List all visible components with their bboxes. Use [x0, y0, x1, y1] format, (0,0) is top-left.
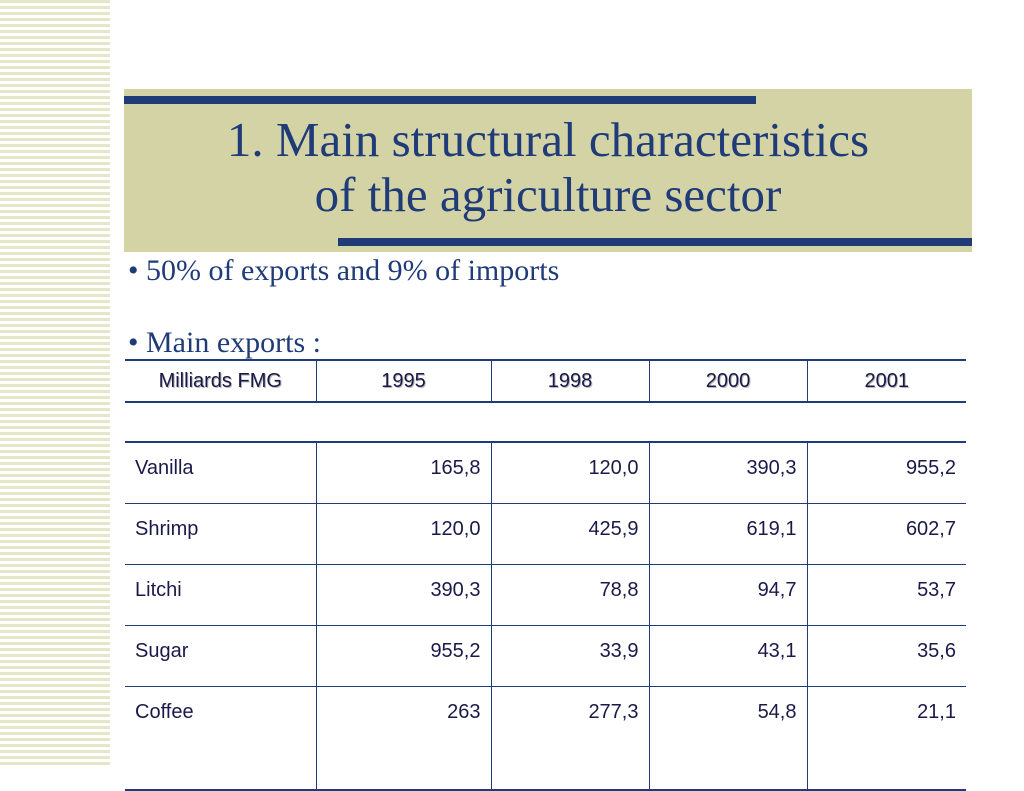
cell-2000: 43,1	[649, 625, 808, 687]
title-line-1: 1. Main structural characteristics	[226, 112, 870, 167]
table-row: Sugar 955,2 33,9 43,1 35,6	[125, 625, 966, 687]
cell-1995: 120,0	[316, 503, 492, 565]
cell-1998: 120,0	[491, 441, 650, 504]
column-header-2000: 2000	[649, 359, 808, 403]
row-label: Sugar	[125, 625, 317, 687]
cell-2001: 53,7	[807, 564, 966, 626]
bullet-exports-imports: • 50% of exports and 9% of imports	[128, 254, 560, 287]
title-bar-bottom	[338, 238, 972, 246]
column-header-2001: 2001	[807, 359, 966, 403]
cell-2001: 21,1	[807, 686, 966, 791]
column-header-unit: Milliards FMG	[125, 359, 317, 403]
slide-title: 1. Main structural characteristics of th…	[124, 112, 972, 222]
cell-2000: 54,8	[649, 686, 808, 791]
cell-2001: 955,2	[807, 441, 966, 504]
cell-2000: 390,3	[649, 441, 808, 504]
table-row: Vanilla 165,8 120,0 390,3 955,2	[125, 441, 966, 504]
row-label: Vanilla	[125, 441, 317, 504]
decorative-stripes	[0, 0, 110, 768]
cell-1995: 390,3	[316, 564, 492, 626]
column-header-1995: 1995	[316, 359, 492, 403]
exports-table: Milliards FMG 1995 1998 2000 2001 Vanill…	[125, 359, 966, 791]
bullet-main-exports: • Main exports :	[128, 326, 321, 359]
title-background	[124, 89, 972, 252]
table-header-row: Milliards FMG 1995 1998 2000 2001	[125, 359, 966, 403]
column-header-1998: 1998	[491, 359, 650, 403]
title-line-2: of the agriculture sector	[314, 167, 782, 222]
row-label: Litchi	[125, 564, 317, 626]
cell-1998: 277,3	[491, 686, 650, 791]
table-row: Shrimp 120,0 425,9 619,1 602,7	[125, 503, 966, 565]
row-label: Coffee	[125, 686, 317, 791]
cell-1995: 165,8	[316, 441, 492, 504]
cell-2001: 35,6	[807, 625, 966, 687]
cell-1998: 33,9	[491, 625, 650, 687]
cell-1998: 425,9	[491, 503, 650, 565]
table-row: Coffee 263 277,3 54,8 21,1	[125, 686, 966, 791]
cell-2001: 602,7	[807, 503, 966, 565]
cell-1998: 78,8	[491, 564, 650, 626]
cell-1995: 955,2	[316, 625, 492, 687]
cell-1995: 263	[316, 686, 492, 791]
cell-2000: 94,7	[649, 564, 808, 626]
table-spacer-row	[125, 402, 966, 442]
table-row: Litchi 390,3 78,8 94,7 53,7	[125, 564, 966, 626]
title-bar-top	[124, 96, 756, 104]
cell-2000: 619,1	[649, 503, 808, 565]
row-label: Shrimp	[125, 503, 317, 565]
